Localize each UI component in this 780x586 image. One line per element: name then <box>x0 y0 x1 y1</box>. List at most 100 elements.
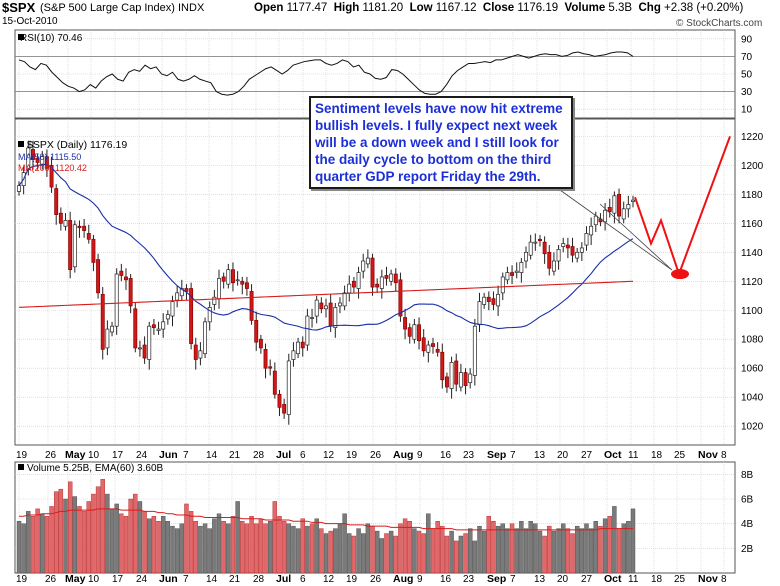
volume-bar <box>337 523 343 574</box>
candle-body <box>407 327 412 337</box>
candle-body <box>184 288 189 292</box>
volume-bar <box>40 513 45 574</box>
price-y-tick-label: 1100 <box>741 306 763 317</box>
volume-bar <box>230 516 236 574</box>
price-y-tick-label: 1020 <box>741 422 764 433</box>
candle-body <box>179 288 184 297</box>
x-tick-label: Jul <box>276 449 291 461</box>
ma50-line <box>18 163 634 331</box>
volume-bar <box>523 528 529 574</box>
volume-bar <box>30 516 36 574</box>
x-tick-label: 17 <box>112 574 124 585</box>
candle-body <box>221 276 226 282</box>
volume-bar <box>421 533 426 574</box>
volume-bar <box>26 511 31 574</box>
volume-bar <box>440 525 445 574</box>
candle-body <box>263 349 268 369</box>
volume-bar <box>49 506 54 574</box>
candle-body <box>514 270 519 273</box>
candle-body <box>91 238 96 263</box>
chart-date: 15-Oct-2010 <box>2 16 58 27</box>
x-tick-label: 27 <box>581 450 593 461</box>
candle-body <box>426 344 431 353</box>
volume-bar <box>407 521 412 574</box>
chg-value: +2.38 (+0.20%) <box>664 2 744 14</box>
volume-bar <box>44 516 50 574</box>
volume-bar <box>365 523 371 574</box>
candle-body <box>417 324 421 342</box>
volume-bar <box>412 528 417 574</box>
x-tick-label: 14 <box>206 574 218 585</box>
candle-body <box>258 338 263 349</box>
candle-body <box>393 273 398 284</box>
volume-bar <box>16 521 22 574</box>
x-tick-label: 8 <box>721 450 727 461</box>
candle-body <box>314 299 319 317</box>
x-tick-label: 11 <box>628 574 639 585</box>
candle-body <box>626 204 631 210</box>
candle-body <box>491 298 496 305</box>
candle-body <box>431 343 435 347</box>
candle-body <box>365 257 370 265</box>
volume-bar <box>309 523 315 574</box>
x-tick-label: 8 <box>721 574 727 585</box>
candle-body <box>589 225 594 236</box>
volume-bar <box>584 523 589 574</box>
candle-body <box>212 296 217 305</box>
x-tick-label: 24 <box>136 574 148 585</box>
candle-body <box>524 251 528 262</box>
chg-label: Chg <box>638 2 661 14</box>
candle-body <box>458 372 463 388</box>
volume-bar <box>170 525 175 574</box>
candle-body <box>44 156 49 169</box>
volume-y-tick-label: 6B <box>741 495 754 506</box>
x-tick-label: 23 <box>463 450 475 461</box>
volume-bar <box>426 513 431 574</box>
candle-body <box>482 296 487 305</box>
candle-body <box>40 156 45 166</box>
candle-body <box>286 360 291 415</box>
candle-body <box>156 328 161 331</box>
x-tick-label: Sep <box>487 573 506 585</box>
volume-bar <box>384 533 389 574</box>
candle-body <box>570 246 575 256</box>
volume-bar <box>561 523 566 574</box>
volume-bar <box>486 516 492 574</box>
open-value: 1177.47 <box>286 2 328 14</box>
x-tick-label: 25 <box>674 574 686 585</box>
volume-bar <box>188 511 194 574</box>
x-tick-label: 28 <box>253 574 265 585</box>
volume-bar <box>281 521 287 574</box>
volume-bar <box>244 523 250 574</box>
candle-body <box>268 366 273 369</box>
volume-bar <box>319 528 324 574</box>
volume-bar <box>77 506 82 574</box>
rsi-y-tick-label: 10 <box>741 105 753 116</box>
candle-body <box>398 279 403 317</box>
candle-body <box>124 276 128 281</box>
candle-body <box>240 280 245 285</box>
volume-bar <box>347 533 352 574</box>
candle-body <box>351 280 356 288</box>
volume-bar <box>393 535 398 574</box>
x-tick-label: 24 <box>136 450 148 461</box>
x-tick-label: 7 <box>183 574 189 585</box>
candle-body <box>272 370 277 395</box>
rsi-y-tick-label: 50 <box>741 70 753 81</box>
volume-bar <box>519 521 524 574</box>
x-tick-label: 11 <box>628 450 639 461</box>
volume-bar <box>133 493 138 574</box>
candle-body <box>347 283 352 294</box>
candle-body <box>82 225 87 231</box>
candle-body <box>547 251 552 269</box>
x-tick-label: 7 <box>183 450 189 461</box>
volume-bar <box>416 530 422 574</box>
candle-body <box>254 320 259 343</box>
candle-body <box>277 393 282 408</box>
volume-bar <box>249 516 254 574</box>
projected-bottom-marker <box>671 269 689 280</box>
volume-bar <box>198 525 203 574</box>
candle-body <box>496 293 501 307</box>
candle-body <box>96 259 101 294</box>
